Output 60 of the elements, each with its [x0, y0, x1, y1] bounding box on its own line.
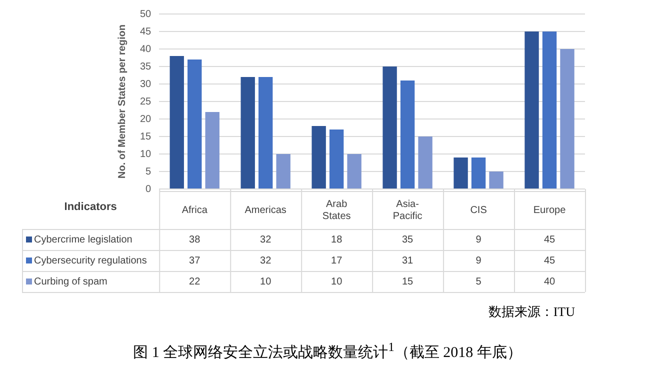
x-tick-label: Americas [244, 204, 286, 216]
y-tick-label: 20 [140, 114, 152, 125]
legend-label: Cybersecurity regulations [34, 255, 147, 266]
data-label: 35 [402, 234, 414, 246]
bar [382, 66, 397, 188]
bar [240, 77, 255, 188]
legend-label: Curbing of spam [34, 276, 108, 288]
bar [276, 154, 290, 188]
data-label: 45 [544, 234, 556, 246]
bar [205, 112, 220, 188]
y-tick-label: 40 [140, 44, 152, 55]
bar [418, 136, 432, 188]
y-tick-label: 35 [140, 61, 152, 72]
bar [188, 60, 202, 188]
bar [454, 158, 468, 188]
bar [542, 32, 557, 188]
bar [170, 56, 184, 188]
source-note: 数据来源：ITU [488, 303, 575, 321]
y-axis-title: No. of Member States per region [116, 24, 128, 178]
data-label: 10 [260, 276, 272, 288]
y-tick-label: 10 [140, 148, 152, 160]
y-tick-label: 30 [140, 78, 152, 90]
data-label: 32 [260, 255, 272, 266]
y-tick-label: 25 [140, 96, 152, 108]
y-tick-label: 0 [146, 184, 152, 195]
data-label: 5 [476, 276, 482, 288]
bar [400, 80, 415, 188]
bar [560, 49, 574, 188]
legend-label: Cybercrime legislation [34, 234, 132, 246]
y-tick-label: 15 [140, 131, 152, 142]
data-label: 10 [331, 276, 343, 288]
data-label: 38 [189, 234, 201, 246]
x-tick-label: Arab States [322, 198, 351, 222]
data-label: 18 [331, 234, 343, 246]
data-label: 22 [189, 276, 201, 288]
bar [471, 158, 486, 188]
bar [489, 172, 504, 188]
bar [258, 77, 273, 188]
data-label: 45 [544, 255, 556, 266]
text: 图 1 全球网络安全立法或战略数量统计$^{1}$（截至 2018 年底） [132, 340, 523, 362]
data-label: 31 [402, 255, 414, 266]
x-tick-label: Europe [533, 204, 566, 216]
data-label: 9 [476, 255, 482, 266]
data-label: 40 [544, 276, 556, 288]
x-tick-label: CIS [470, 204, 488, 216]
data-label: 9 [476, 234, 482, 246]
y-tick-label: 5 [146, 166, 152, 178]
data-label: 17 [331, 255, 343, 266]
legend-title: Indicators [64, 201, 117, 214]
x-tick-label: Asia-Pacific [392, 198, 422, 222]
y-tick-label: 50 [140, 8, 152, 20]
x-tick-label: Africa [182, 204, 208, 216]
bar [329, 130, 344, 188]
data-label: 32 [260, 234, 272, 246]
bar [312, 126, 326, 188]
bar [524, 32, 539, 188]
bar [347, 154, 362, 188]
y-tick-label: 45 [140, 26, 152, 38]
data-label: 37 [189, 255, 201, 266]
data-label: 15 [402, 276, 414, 288]
